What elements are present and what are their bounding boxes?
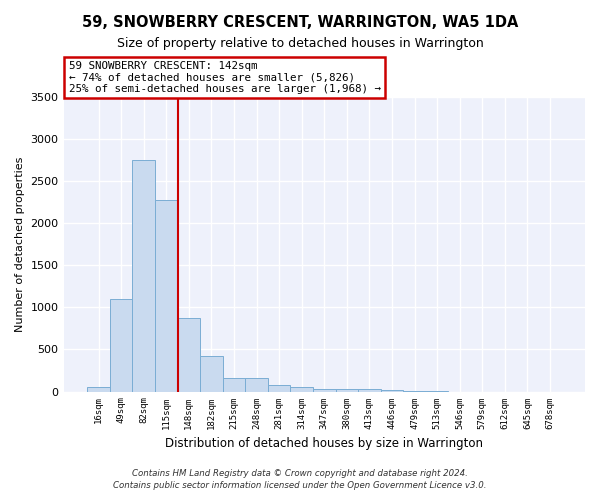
Bar [335,390,358,392]
Bar [87,388,110,392]
Bar [381,390,403,392]
Bar [133,160,155,392]
Bar [200,356,223,392]
Bar [245,378,268,392]
X-axis label: Distribution of detached houses by size in Warrington: Distribution of detached houses by size … [165,437,483,450]
Y-axis label: Number of detached properties: Number of detached properties [15,156,25,332]
Bar [358,390,381,392]
Text: Contains HM Land Registry data © Crown copyright and database right 2024.
Contai: Contains HM Land Registry data © Crown c… [113,468,487,490]
Bar [268,385,290,392]
Bar [178,318,200,392]
Bar [110,299,133,392]
Bar [290,387,313,392]
Text: Size of property relative to detached houses in Warrington: Size of property relative to detached ho… [116,38,484,51]
Bar [313,389,335,392]
Bar [223,378,245,392]
Bar [155,200,178,392]
Text: 59 SNOWBERRY CRESCENT: 142sqm
← 74% of detached houses are smaller (5,826)
25% o: 59 SNOWBERRY CRESCENT: 142sqm ← 74% of d… [69,61,381,94]
Text: 59, SNOWBERRY CRESCENT, WARRINGTON, WA5 1DA: 59, SNOWBERRY CRESCENT, WARRINGTON, WA5 … [82,15,518,30]
